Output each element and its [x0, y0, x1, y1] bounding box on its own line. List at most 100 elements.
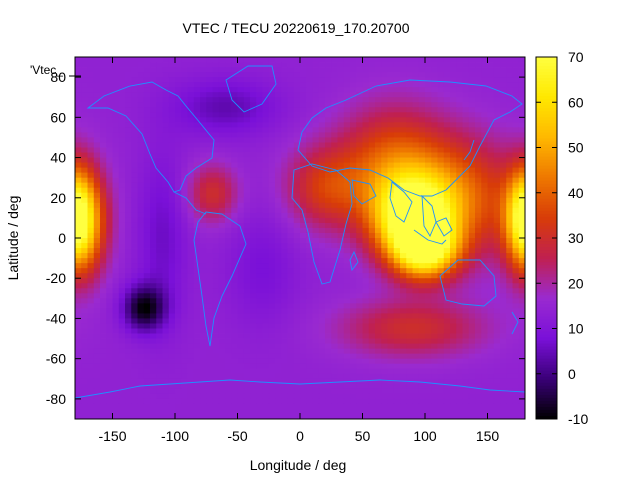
heatmap-cell	[331, 358, 338, 365]
heatmap-cell	[112, 82, 120, 88]
heatmap-cell	[231, 243, 238, 249]
heatmap-cell	[393, 383, 401, 390]
heatmap-cell	[106, 303, 113, 309]
heatmap-cell	[225, 167, 232, 174]
heatmap-cell	[268, 348, 276, 355]
heatmap-cell	[212, 62, 220, 68]
heatmap-cell	[156, 293, 163, 299]
heatmap-cell	[331, 217, 338, 224]
heatmap-cell	[468, 263, 476, 269]
heatmap-cell	[450, 77, 457, 83]
heatmap-cell	[337, 288, 345, 294]
heatmap-cell	[518, 288, 525, 294]
heatmap-cell	[162, 273, 170, 279]
heatmap-cell	[462, 323, 470, 329]
heatmap-cell	[100, 77, 107, 83]
heatmap-cell	[231, 318, 238, 324]
heatmap-cell	[156, 318, 163, 324]
heatmap-cell	[475, 172, 482, 179]
heatmap-cell	[187, 263, 195, 269]
heatmap-cell	[281, 207, 288, 214]
heatmap-cell	[75, 393, 82, 400]
heatmap-cell	[500, 207, 507, 214]
heatmap-cell	[325, 253, 332, 259]
heatmap-cell	[87, 388, 95, 395]
heatmap-cell	[418, 338, 426, 344]
heatmap-cell	[256, 187, 263, 194]
heatmap-cell	[281, 62, 288, 68]
heatmap-cell	[512, 333, 520, 339]
heatmap-cell	[256, 343, 263, 350]
heatmap-cell	[268, 132, 276, 138]
heatmap-cell	[412, 137, 420, 143]
heatmap-cell	[306, 368, 313, 375]
heatmap-cell	[225, 172, 232, 179]
heatmap-cell	[400, 248, 407, 254]
heatmap-cell	[425, 197, 432, 204]
heatmap-cell	[431, 142, 438, 148]
heatmap-cell	[256, 87, 263, 93]
heatmap-cell	[387, 318, 395, 324]
heatmap-cell	[143, 398, 151, 405]
heatmap-cell	[443, 298, 451, 304]
heatmap-cell	[100, 403, 107, 410]
heatmap-cell	[287, 197, 295, 204]
heatmap-cell	[312, 122, 320, 128]
heatmap-cell	[312, 253, 320, 259]
heatmap-cell	[418, 167, 426, 174]
heatmap-cell	[518, 263, 525, 269]
heatmap-cell	[331, 238, 338, 244]
heatmap-cell	[343, 258, 351, 264]
heatmap-cell	[218, 323, 226, 329]
heatmap-cell	[481, 87, 488, 93]
heatmap-cell	[175, 222, 182, 229]
heatmap-cell	[193, 57, 201, 63]
heatmap-cell	[387, 77, 395, 83]
heatmap-cell	[356, 358, 363, 365]
heatmap-cell	[350, 92, 357, 98]
heatmap-cell	[518, 72, 525, 78]
heatmap-cell	[218, 258, 226, 264]
heatmap-cell	[225, 333, 232, 339]
heatmap-cell	[475, 338, 482, 344]
heatmap-cell	[187, 273, 195, 279]
heatmap-cell	[143, 182, 151, 189]
heatmap-cell	[462, 358, 470, 365]
heatmap-cell	[443, 358, 451, 365]
heatmap-cell	[450, 132, 457, 138]
heatmap-cell	[443, 388, 451, 395]
heatmap-cell	[468, 72, 476, 78]
heatmap-cell	[262, 293, 270, 299]
heatmap-cell	[131, 112, 138, 118]
heatmap-cell	[87, 202, 95, 209]
heatmap-cell	[312, 107, 320, 113]
heatmap-cell	[118, 288, 126, 294]
heatmap-cell	[368, 62, 376, 68]
heatmap-cell	[125, 122, 132, 128]
heatmap-cell	[237, 127, 245, 133]
heatmap-cell	[137, 348, 145, 355]
heatmap-cell	[200, 162, 207, 169]
heatmap-cell	[450, 338, 457, 344]
heatmap-cell	[356, 197, 363, 204]
heatmap-cell	[393, 373, 401, 380]
heatmap-cell	[106, 67, 113, 73]
heatmap-cell	[468, 348, 476, 355]
heatmap-cell	[512, 67, 520, 73]
heatmap-cell	[362, 398, 370, 405]
heatmap-cell	[387, 222, 395, 229]
heatmap-cell	[193, 373, 201, 380]
heatmap-cell	[256, 72, 263, 78]
heatmap-cell	[237, 368, 245, 375]
heatmap-cell	[100, 388, 107, 395]
heatmap-cell	[337, 117, 345, 123]
heatmap-cell	[325, 137, 332, 143]
heatmap-cell	[387, 238, 395, 244]
heatmap-cell	[118, 273, 126, 279]
heatmap-cell	[493, 227, 501, 234]
heatmap-cell	[193, 323, 201, 329]
heatmap-cell	[368, 177, 376, 184]
heatmap-cell	[443, 278, 451, 284]
heatmap-cell	[293, 122, 301, 128]
heatmap-cell	[162, 162, 170, 169]
